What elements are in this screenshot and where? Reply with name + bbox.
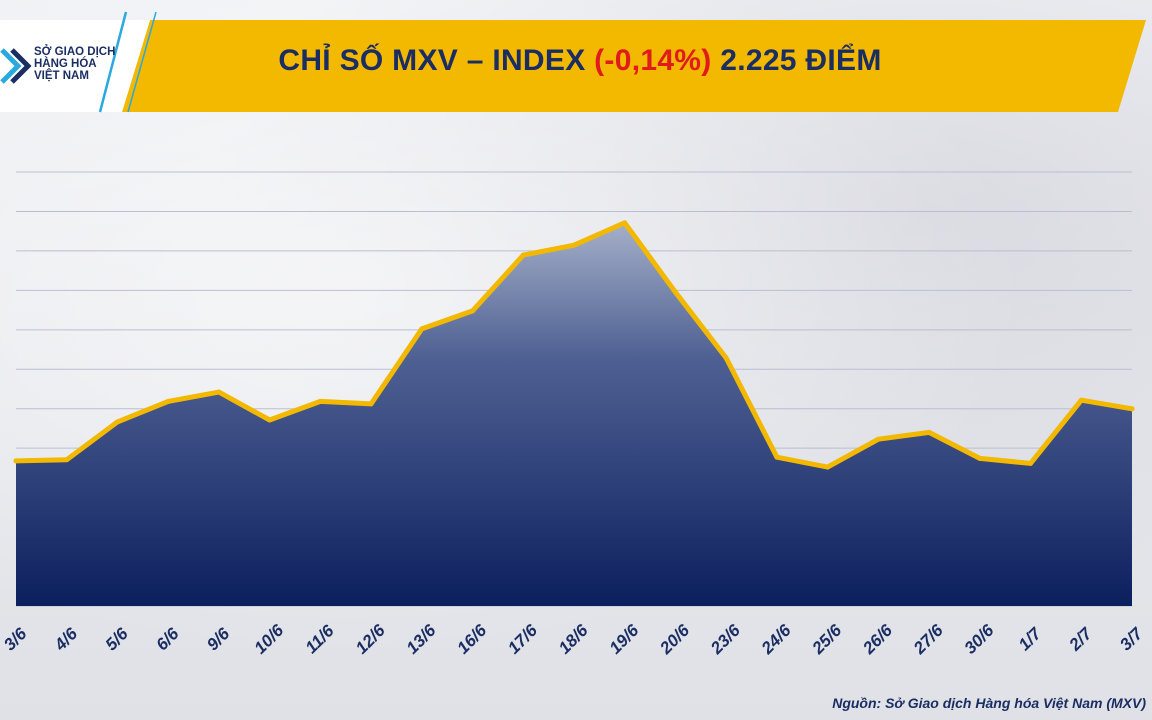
data-point-19-6: [622, 220, 628, 226]
x-tick-label: 9/6: [203, 624, 234, 655]
x-tick-label: 10/6: [251, 620, 288, 657]
data-point-1-7: [1028, 460, 1034, 466]
x-tick-label: 30/6: [961, 620, 998, 657]
x-tick-label: 17/6: [504, 620, 541, 657]
data-point-20-6: [672, 289, 678, 295]
chevron-logo-icon: [0, 48, 32, 84]
x-tick-label: 5/6: [102, 624, 133, 655]
x-tick-label: 23/6: [706, 620, 744, 658]
x-tick-label: 3/6: [0, 624, 31, 655]
page-title: CHỈ SỐ MXV – INDEX (-0,14%) 2.225 ĐIỂM: [150, 44, 1010, 78]
data-point-6-6: [165, 398, 171, 404]
x-tick-label: 1/7: [1015, 623, 1046, 654]
data-point-5-6: [114, 419, 120, 425]
data-point-3-7: [1129, 406, 1135, 412]
data-point-13-6: [419, 326, 425, 332]
x-tick-label: 13/6: [403, 620, 440, 657]
data-point-2-7: [1078, 397, 1084, 403]
mxv-logo: [0, 22, 150, 108]
data-point-11-6: [317, 398, 323, 404]
logo-text: SỞ GIAO DỊCH HÀNG HÓA VIỆT NAM: [34, 46, 144, 82]
data-point-30-6: [977, 455, 983, 461]
data-point-16-6: [470, 308, 476, 314]
data-point-17-6: [520, 252, 526, 258]
logo-line-1: SỞ GIAO DỊCH: [34, 46, 116, 58]
data-point-25-6: [825, 464, 831, 470]
area-fill: [16, 222, 1132, 607]
x-tick-label: 26/6: [859, 620, 897, 658]
data-point-3-6: [13, 458, 19, 464]
x-tick-label: 19/6: [606, 620, 643, 657]
x-tick-label: 6/6: [152, 624, 183, 655]
source-note: Nguồn: Sở Giao dịch Hàng hóa Việt Nam (M…: [832, 695, 1146, 711]
x-tick-label: 16/6: [453, 620, 490, 657]
data-point-18-6: [571, 242, 577, 248]
x-tick-label: 24/6: [757, 620, 795, 658]
title-change: (-0,14%): [594, 44, 712, 77]
data-point-24-6: [774, 454, 780, 460]
logo-line-2: HÀNG HÓA: [34, 58, 97, 70]
title-banner: [0, 11, 1146, 113]
title-suffix: 2.225 ĐIỂM: [711, 44, 882, 77]
data-point-9-6: [216, 389, 222, 395]
data-point-4-6: [64, 457, 70, 463]
x-tick-label: 25/6: [808, 620, 846, 658]
x-tick-label: 20/6: [656, 620, 694, 658]
x-tick-label: 12/6: [352, 620, 389, 657]
data-point-26-6: [875, 436, 881, 442]
x-tick-label: 2/7: [1065, 623, 1097, 655]
x-tick-label: 27/6: [909, 620, 947, 658]
x-tick-label: 4/6: [50, 624, 81, 655]
data-point-27-6: [926, 429, 932, 435]
x-tick-label: 18/6: [555, 620, 592, 657]
x-tick-label: 3/7: [1116, 623, 1147, 654]
x-tick-label: 11/6: [302, 621, 338, 657]
data-point-23-6: [723, 355, 729, 361]
data-point-12-6: [368, 401, 374, 407]
data-point-10-6: [267, 417, 273, 423]
title-prefix: CHỈ SỐ MXV – INDEX: [278, 44, 595, 77]
logo-line-3: VIỆT NAM: [34, 70, 89, 82]
